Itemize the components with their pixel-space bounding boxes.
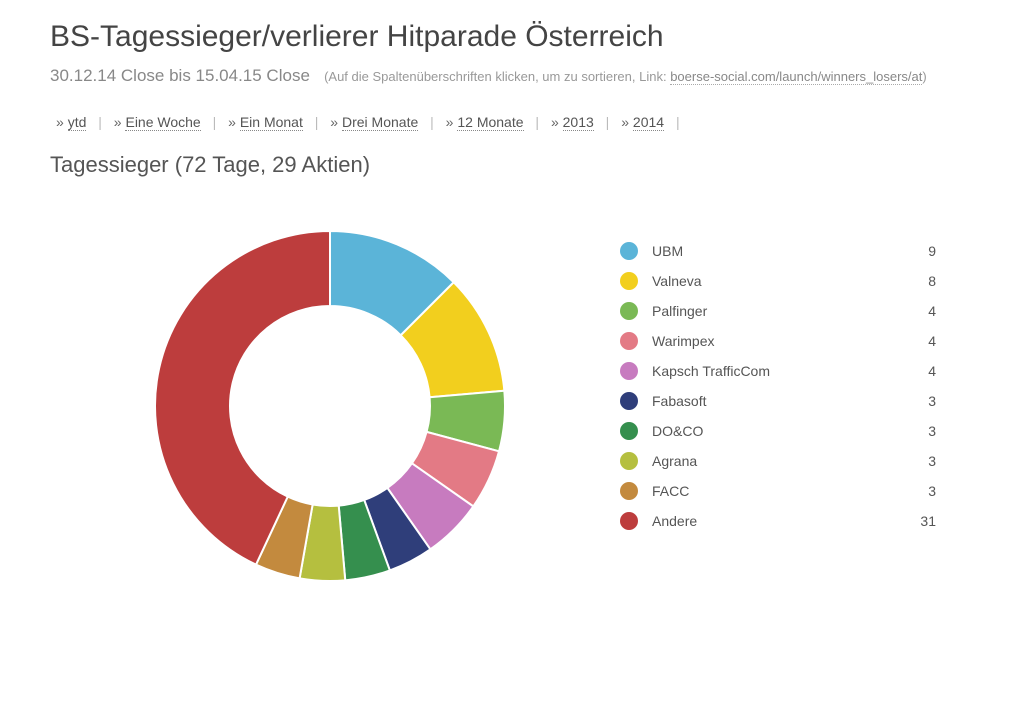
legend-swatch xyxy=(620,482,638,500)
legend-label: Kapsch TrafficCom xyxy=(652,363,928,379)
legend-row-fabasoft[interactable]: Fabasoft3 xyxy=(620,386,974,416)
legend-swatch xyxy=(620,422,638,440)
section-title: Tagessieger (72 Tage, 29 Aktien) xyxy=(50,152,974,178)
legend-value: 3 xyxy=(928,393,974,409)
legend-value: 4 xyxy=(928,363,974,379)
filter-ytd[interactable]: » ytd xyxy=(56,114,86,130)
note-prefix: (Auf die Spaltenüberschriften klicken, u… xyxy=(324,69,670,84)
note-suffix: ) xyxy=(922,69,926,84)
legend-label: Andere xyxy=(652,513,920,529)
legend-value: 4 xyxy=(928,333,974,349)
legend-row-warimpex[interactable]: Warimpex4 xyxy=(620,326,974,356)
legend-label: FACC xyxy=(652,483,928,499)
date-range: 30.12.14 Close bis 15.04.15 Close xyxy=(50,66,310,85)
legend-value: 31 xyxy=(920,513,974,529)
filter-12-monate[interactable]: » 12 Monate xyxy=(446,114,524,130)
donut-wrap xyxy=(50,196,610,616)
legend-label: Palfinger xyxy=(652,303,928,319)
legend-row-andere[interactable]: Andere31 xyxy=(620,506,974,536)
legend-value: 3 xyxy=(928,453,974,469)
filter-row: » ytd | » Eine Woche | » Ein Monat | » D… xyxy=(50,114,974,130)
legend-label: Valneva xyxy=(652,273,928,289)
legend-row-palfinger[interactable]: Palfinger4 xyxy=(620,296,974,326)
legend-swatch xyxy=(620,512,638,530)
source-link[interactable]: boerse-social.com/launch/winners_losers/… xyxy=(670,69,922,85)
legend-label: Warimpex xyxy=(652,333,928,349)
filter-separator: | xyxy=(94,114,105,130)
legend-row-valneva[interactable]: Valneva8 xyxy=(620,266,974,296)
legend-value: 3 xyxy=(928,423,974,439)
legend-value: 4 xyxy=(928,303,974,319)
legend-swatch xyxy=(620,332,638,350)
filter-separator: | xyxy=(602,114,613,130)
legend-swatch xyxy=(620,242,638,260)
legend-value: 3 xyxy=(928,483,974,499)
filter-drei-monate[interactable]: » Drei Monate xyxy=(330,114,418,130)
legend-label: Fabasoft xyxy=(652,393,928,409)
filter-ein-monat[interactable]: » Ein Monat xyxy=(228,114,303,130)
legend-swatch xyxy=(620,452,638,470)
filter-eine-woche[interactable]: » Eine Woche xyxy=(114,114,201,130)
page-root: BS-Tagessieger/verlierer Hitparade Öster… xyxy=(0,0,1024,616)
legend-swatch xyxy=(620,272,638,290)
legend-swatch xyxy=(620,362,638,380)
legend-row-do-co[interactable]: DO&CO3 xyxy=(620,416,974,446)
legend-label: Agrana xyxy=(652,453,928,469)
filter-separator: | xyxy=(311,114,322,130)
filter-2013[interactable]: » 2013 xyxy=(551,114,594,130)
legend-value: 8 xyxy=(928,273,974,289)
legend-swatch xyxy=(620,392,638,410)
donut-chart xyxy=(50,196,610,616)
legend-swatch xyxy=(620,302,638,320)
subtitle-note: (Auf die Spaltenüberschriften klicken, u… xyxy=(324,69,927,85)
legend-value: 9 xyxy=(928,243,974,259)
legend-row-facc[interactable]: FACC3 xyxy=(620,476,974,506)
legend: UBM9Valneva8Palfinger4Warimpex4Kapsch Tr… xyxy=(610,196,974,536)
legend-row-agrana[interactable]: Agrana3 xyxy=(620,446,974,476)
page-title: BS-Tagessieger/verlierer Hitparade Öster… xyxy=(50,20,974,54)
filter-separator: | xyxy=(532,114,543,130)
legend-label: UBM xyxy=(652,243,928,259)
legend-row-ubm[interactable]: UBM9 xyxy=(620,236,974,266)
filter-separator: | xyxy=(426,114,437,130)
filter-separator: | xyxy=(672,114,680,130)
chart-area: UBM9Valneva8Palfinger4Warimpex4Kapsch Tr… xyxy=(50,196,974,616)
legend-row-kapsch-trafficcom[interactable]: Kapsch TrafficCom4 xyxy=(620,356,974,386)
filter-2014[interactable]: » 2014 xyxy=(621,114,664,130)
filter-separator: | xyxy=(209,114,220,130)
subtitle-row: 30.12.14 Close bis 15.04.15 Close (Auf d… xyxy=(50,66,974,86)
legend-label: DO&CO xyxy=(652,423,928,439)
